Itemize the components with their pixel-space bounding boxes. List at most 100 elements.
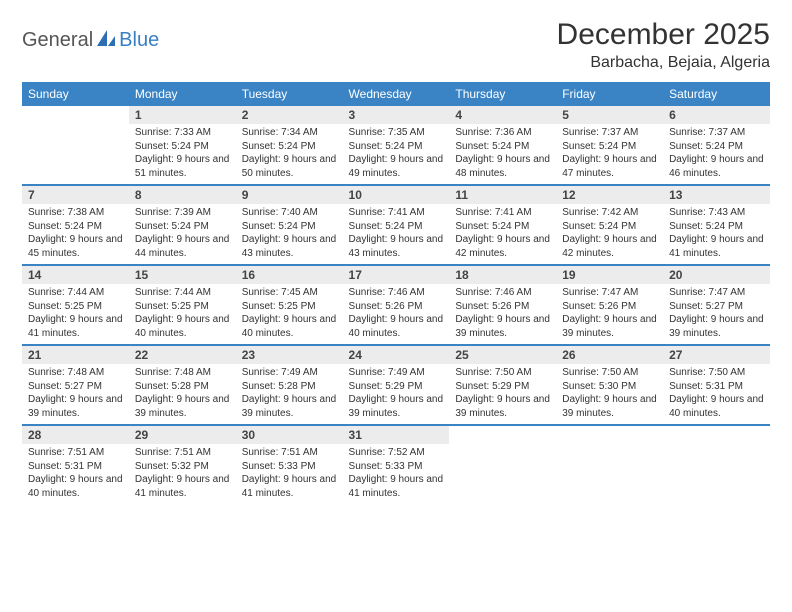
calendar-day-cell: 9Sunrise: 7:40 AMSunset: 5:24 PMDaylight… bbox=[236, 185, 343, 265]
calendar-day-cell: 12Sunrise: 7:42 AMSunset: 5:24 PMDayligh… bbox=[556, 185, 663, 265]
weekday-header: Tuesday bbox=[236, 82, 343, 106]
day-details: Sunrise: 7:34 AMSunset: 5:24 PMDaylight:… bbox=[236, 124, 343, 184]
day-number: 4 bbox=[449, 106, 556, 124]
calendar-week-row: 28Sunrise: 7:51 AMSunset: 5:31 PMDayligh… bbox=[22, 425, 770, 504]
calendar-day-cell: 25Sunrise: 7:50 AMSunset: 5:29 PMDayligh… bbox=[449, 345, 556, 425]
day-details: Sunrise: 7:42 AMSunset: 5:24 PMDaylight:… bbox=[556, 204, 663, 264]
brand-text-blue: Blue bbox=[119, 29, 159, 52]
calendar-day-cell: 19Sunrise: 7:47 AMSunset: 5:26 PMDayligh… bbox=[556, 265, 663, 345]
day-number: 15 bbox=[129, 266, 236, 284]
day-details: Sunrise: 7:43 AMSunset: 5:24 PMDaylight:… bbox=[663, 204, 770, 264]
day-number: 31 bbox=[343, 426, 450, 444]
calendar-day-cell: 5Sunrise: 7:37 AMSunset: 5:24 PMDaylight… bbox=[556, 106, 663, 185]
day-details: Sunrise: 7:49 AMSunset: 5:28 PMDaylight:… bbox=[236, 364, 343, 424]
day-details: Sunrise: 7:44 AMSunset: 5:25 PMDaylight:… bbox=[129, 284, 236, 344]
day-details: Sunrise: 7:37 AMSunset: 5:24 PMDaylight:… bbox=[556, 124, 663, 184]
weekday-header: Friday bbox=[556, 82, 663, 106]
day-number: 3 bbox=[343, 106, 450, 124]
calendar-day-cell: 27Sunrise: 7:50 AMSunset: 5:31 PMDayligh… bbox=[663, 345, 770, 425]
calendar-day-cell: 11Sunrise: 7:41 AMSunset: 5:24 PMDayligh… bbox=[449, 185, 556, 265]
calendar-day-cell: 31Sunrise: 7:52 AMSunset: 5:33 PMDayligh… bbox=[343, 425, 450, 504]
day-details: Sunrise: 7:47 AMSunset: 5:27 PMDaylight:… bbox=[663, 284, 770, 344]
day-details: Sunrise: 7:39 AMSunset: 5:24 PMDaylight:… bbox=[129, 204, 236, 264]
day-number: 24 bbox=[343, 346, 450, 364]
calendar-day-cell bbox=[663, 425, 770, 504]
calendar-day-cell: 10Sunrise: 7:41 AMSunset: 5:24 PMDayligh… bbox=[343, 185, 450, 265]
day-number: 13 bbox=[663, 186, 770, 204]
day-number: 19 bbox=[556, 266, 663, 284]
title-block: December 2025 Barbacha, Bejaia, Algeria bbox=[557, 18, 770, 72]
day-details: Sunrise: 7:49 AMSunset: 5:29 PMDaylight:… bbox=[343, 364, 450, 424]
day-number: 22 bbox=[129, 346, 236, 364]
brand-logo: General Blue bbox=[22, 18, 159, 53]
day-details: Sunrise: 7:52 AMSunset: 5:33 PMDaylight:… bbox=[343, 444, 450, 504]
calendar-day-cell: 2Sunrise: 7:34 AMSunset: 5:24 PMDaylight… bbox=[236, 106, 343, 185]
day-number: 5 bbox=[556, 106, 663, 124]
calendar-header-row: Sunday Monday Tuesday Wednesday Thursday… bbox=[22, 82, 770, 106]
calendar-day-cell: 30Sunrise: 7:51 AMSunset: 5:33 PMDayligh… bbox=[236, 425, 343, 504]
calendar-day-cell bbox=[556, 425, 663, 504]
day-number: 2 bbox=[236, 106, 343, 124]
calendar-day-cell: 6Sunrise: 7:37 AMSunset: 5:24 PMDaylight… bbox=[663, 106, 770, 185]
calendar-day-cell: 14Sunrise: 7:44 AMSunset: 5:25 PMDayligh… bbox=[22, 265, 129, 345]
day-details: Sunrise: 7:48 AMSunset: 5:27 PMDaylight:… bbox=[22, 364, 129, 424]
day-number: 9 bbox=[236, 186, 343, 204]
calendar-day-cell: 22Sunrise: 7:48 AMSunset: 5:28 PMDayligh… bbox=[129, 345, 236, 425]
calendar-day-cell: 4Sunrise: 7:36 AMSunset: 5:24 PMDaylight… bbox=[449, 106, 556, 185]
day-details: Sunrise: 7:50 AMSunset: 5:31 PMDaylight:… bbox=[663, 364, 770, 424]
day-number: 18 bbox=[449, 266, 556, 284]
day-number: 10 bbox=[343, 186, 450, 204]
day-number: 26 bbox=[556, 346, 663, 364]
month-title: December 2025 bbox=[557, 18, 770, 52]
calendar-day-cell: 17Sunrise: 7:46 AMSunset: 5:26 PMDayligh… bbox=[343, 265, 450, 345]
calendar-day-cell: 24Sunrise: 7:49 AMSunset: 5:29 PMDayligh… bbox=[343, 345, 450, 425]
day-number: 29 bbox=[129, 426, 236, 444]
day-details: Sunrise: 7:38 AMSunset: 5:24 PMDaylight:… bbox=[22, 204, 129, 264]
calendar-day-cell: 28Sunrise: 7:51 AMSunset: 5:31 PMDayligh… bbox=[22, 425, 129, 504]
calendar-day-cell bbox=[22, 106, 129, 185]
page-header: General Blue December 2025 Barbacha, Bej… bbox=[22, 18, 770, 72]
day-number: 14 bbox=[22, 266, 129, 284]
day-number: 6 bbox=[663, 106, 770, 124]
calendar-day-cell: 15Sunrise: 7:44 AMSunset: 5:25 PMDayligh… bbox=[129, 265, 236, 345]
day-number: 27 bbox=[663, 346, 770, 364]
day-details: Sunrise: 7:47 AMSunset: 5:26 PMDaylight:… bbox=[556, 284, 663, 344]
calendar-page: General Blue December 2025 Barbacha, Bej… bbox=[0, 0, 792, 522]
day-details: Sunrise: 7:51 AMSunset: 5:31 PMDaylight:… bbox=[22, 444, 129, 504]
day-number: 16 bbox=[236, 266, 343, 284]
day-details: Sunrise: 7:50 AMSunset: 5:29 PMDaylight:… bbox=[449, 364, 556, 424]
day-number: 17 bbox=[343, 266, 450, 284]
calendar-week-row: 1Sunrise: 7:33 AMSunset: 5:24 PMDaylight… bbox=[22, 106, 770, 185]
day-details: Sunrise: 7:36 AMSunset: 5:24 PMDaylight:… bbox=[449, 124, 556, 184]
day-number: 1 bbox=[129, 106, 236, 124]
day-details: Sunrise: 7:41 AMSunset: 5:24 PMDaylight:… bbox=[449, 204, 556, 264]
calendar-day-cell: 21Sunrise: 7:48 AMSunset: 5:27 PMDayligh… bbox=[22, 345, 129, 425]
calendar-week-row: 7Sunrise: 7:38 AMSunset: 5:24 PMDaylight… bbox=[22, 185, 770, 265]
location-text: Barbacha, Bejaia, Algeria bbox=[557, 54, 770, 72]
calendar-day-cell: 20Sunrise: 7:47 AMSunset: 5:27 PMDayligh… bbox=[663, 265, 770, 345]
calendar-day-cell: 26Sunrise: 7:50 AMSunset: 5:30 PMDayligh… bbox=[556, 345, 663, 425]
day-number: 21 bbox=[22, 346, 129, 364]
day-details: Sunrise: 7:44 AMSunset: 5:25 PMDaylight:… bbox=[22, 284, 129, 344]
day-number: 12 bbox=[556, 186, 663, 204]
calendar-week-row: 14Sunrise: 7:44 AMSunset: 5:25 PMDayligh… bbox=[22, 265, 770, 345]
day-details: Sunrise: 7:37 AMSunset: 5:24 PMDaylight:… bbox=[663, 124, 770, 184]
brand-text-general: General bbox=[22, 29, 93, 52]
calendar-day-cell: 18Sunrise: 7:46 AMSunset: 5:26 PMDayligh… bbox=[449, 265, 556, 345]
calendar-day-cell: 1Sunrise: 7:33 AMSunset: 5:24 PMDaylight… bbox=[129, 106, 236, 185]
day-details: Sunrise: 7:33 AMSunset: 5:24 PMDaylight:… bbox=[129, 124, 236, 184]
day-number: 23 bbox=[236, 346, 343, 364]
calendar-day-cell: 23Sunrise: 7:49 AMSunset: 5:28 PMDayligh… bbox=[236, 345, 343, 425]
day-details: Sunrise: 7:51 AMSunset: 5:32 PMDaylight:… bbox=[129, 444, 236, 504]
day-details: Sunrise: 7:51 AMSunset: 5:33 PMDaylight:… bbox=[236, 444, 343, 504]
day-details: Sunrise: 7:41 AMSunset: 5:24 PMDaylight:… bbox=[343, 204, 450, 264]
calendar-table: Sunday Monday Tuesday Wednesday Thursday… bbox=[22, 82, 770, 504]
calendar-body: 1Sunrise: 7:33 AMSunset: 5:24 PMDaylight… bbox=[22, 106, 770, 504]
day-number: 20 bbox=[663, 266, 770, 284]
calendar-day-cell: 13Sunrise: 7:43 AMSunset: 5:24 PMDayligh… bbox=[663, 185, 770, 265]
calendar-day-cell: 29Sunrise: 7:51 AMSunset: 5:32 PMDayligh… bbox=[129, 425, 236, 504]
brand-sail-icon bbox=[95, 28, 117, 53]
day-details: Sunrise: 7:48 AMSunset: 5:28 PMDaylight:… bbox=[129, 364, 236, 424]
day-number: 7 bbox=[22, 186, 129, 204]
day-details: Sunrise: 7:35 AMSunset: 5:24 PMDaylight:… bbox=[343, 124, 450, 184]
